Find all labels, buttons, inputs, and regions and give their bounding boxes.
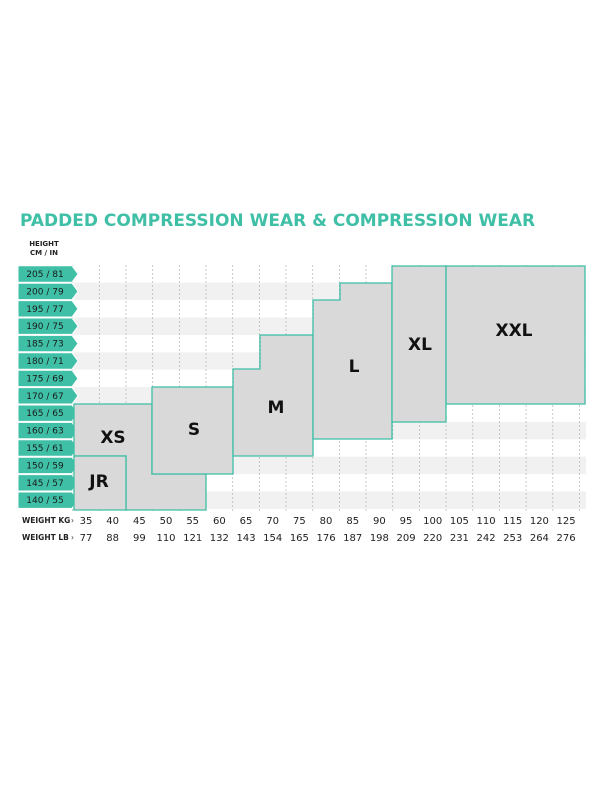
weight-value: 176 xyxy=(316,533,335,544)
weight-value: 231 xyxy=(450,533,469,544)
weight-row-arrow: › xyxy=(71,516,74,525)
weight-value: 120 xyxy=(530,516,549,527)
size-region xyxy=(445,265,586,405)
weight-value: 125 xyxy=(557,516,576,527)
weight-value: 70 xyxy=(266,516,279,527)
weight-value: 154 xyxy=(263,533,282,544)
height-label: 190 / 75 xyxy=(26,322,63,332)
weight-value: 55 xyxy=(186,516,199,527)
weight-value: 187 xyxy=(343,533,362,544)
size-region xyxy=(151,386,234,475)
weight-value: 110 xyxy=(156,533,175,544)
weight-value: 77 xyxy=(80,533,93,544)
size-label: XL xyxy=(408,335,432,355)
weight-value: 115 xyxy=(503,516,522,527)
size-label: L xyxy=(349,357,360,377)
height-tag xyxy=(17,317,79,335)
size-label: S xyxy=(188,420,200,440)
size-label: XXL xyxy=(495,321,532,341)
weight-row-label: WEIGHT LB xyxy=(22,533,69,542)
height-header: CM / IN xyxy=(30,249,58,257)
weight-value: 110 xyxy=(477,516,496,527)
height-label: 160 / 63 xyxy=(26,427,63,437)
weight-value: 121 xyxy=(183,533,202,544)
height-tag xyxy=(17,265,79,283)
size-region xyxy=(73,455,127,511)
weight-value: 253 xyxy=(503,533,522,544)
size-label: XS xyxy=(100,428,125,448)
height-tag xyxy=(17,334,79,353)
height-label: 140 / 55 xyxy=(26,496,63,506)
weight-value: 85 xyxy=(346,516,359,527)
weight-value: 50 xyxy=(160,516,173,527)
weight-value: 99 xyxy=(133,533,146,544)
height-label: 165 / 65 xyxy=(26,409,63,419)
height-label: 145 / 57 xyxy=(26,479,63,489)
size-label: M xyxy=(268,398,285,418)
weight-value: 105 xyxy=(450,516,469,527)
height-label: 200 / 79 xyxy=(26,287,64,297)
weight-value: 90 xyxy=(373,516,386,527)
weight-value: 95 xyxy=(400,516,413,527)
height-tag xyxy=(17,387,79,405)
weight-value: 242 xyxy=(477,533,496,544)
size-region xyxy=(391,265,447,423)
weight-value: 45 xyxy=(133,516,146,527)
weight-value: 100 xyxy=(423,516,442,527)
height-tag xyxy=(17,282,79,301)
weight-value: 80 xyxy=(320,516,333,527)
height-label: 170 / 67 xyxy=(26,392,63,402)
height-label: 175 / 69 xyxy=(26,374,64,384)
weight-row-arrow: › xyxy=(71,533,74,542)
height-tag xyxy=(17,300,79,318)
height-header: HEIGHT xyxy=(29,240,59,248)
weight-value: 276 xyxy=(557,533,576,544)
weight-value: 132 xyxy=(210,533,229,544)
weight-row-label: WEIGHT KG xyxy=(22,516,70,525)
weight-value: 220 xyxy=(423,533,442,544)
size-label: JR xyxy=(88,472,108,492)
weight-value: 88 xyxy=(106,533,119,544)
weight-value: 264 xyxy=(530,533,549,544)
height-label: 205 / 81 xyxy=(26,270,63,280)
weight-value: 75 xyxy=(293,516,306,527)
weight-value: 40 xyxy=(106,516,119,527)
height-label: 195 / 77 xyxy=(26,305,63,315)
weight-value: 60 xyxy=(213,516,226,527)
weight-value: 65 xyxy=(240,516,253,527)
height-label: 155 / 61 xyxy=(26,444,63,454)
height-tag xyxy=(17,369,79,388)
height-label: 185 / 73 xyxy=(26,340,63,350)
height-tag xyxy=(17,352,79,370)
weight-value: 35 xyxy=(80,516,93,527)
title: PADDED COMPRESSION WEAR & COMPRESSION WE… xyxy=(20,211,535,231)
weight-value: 209 xyxy=(396,533,415,544)
weight-value: 198 xyxy=(370,533,389,544)
weight-value: 143 xyxy=(236,533,255,544)
weight-value: 165 xyxy=(290,533,309,544)
height-label: 150 / 59 xyxy=(26,461,64,471)
height-label: 180 / 71 xyxy=(26,357,63,367)
